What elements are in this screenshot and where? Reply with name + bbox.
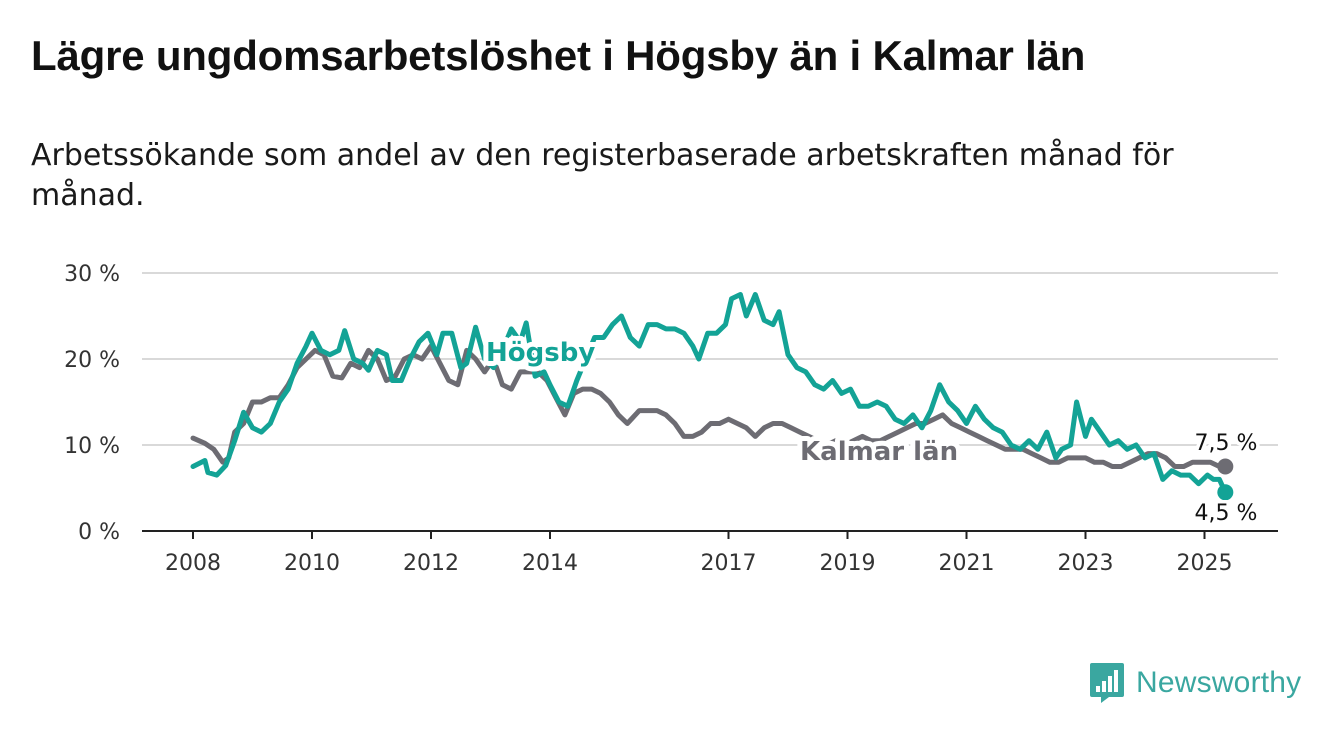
hogsby-end-label: 4,5 % [1195,501,1258,526]
x-tick-label: 2021 [939,551,995,576]
brand-logo: Newsworthy [1089,661,1301,705]
hogsby-series-label-halo: Högsby [486,338,595,368]
y-tick-label: 20 % [64,348,120,373]
x-tick-label: 2019 [820,551,876,576]
kalmar-lan-end-point [1217,458,1234,475]
kalmar-lan-series-label-halo: Kalmar län [800,437,958,467]
hogsby-end-point [1217,484,1234,501]
y-tick-label: 0 % [78,520,120,545]
newsworthy-logo-icon [1090,663,1124,703]
x-tick-label: 2023 [1058,551,1114,576]
x-tick-label: 2025 [1177,551,1233,576]
y-tick-label: 30 % [64,262,120,287]
x-tick-label: 2008 [165,551,221,576]
hogsby-line [190,292,1228,495]
brand-name: Newsworthy [1136,666,1302,699]
kalmar-lan-line [190,343,1228,469]
line-chart: 0 % 10 % 20 % 30 % 2008 2010 2012 2014 2017 2019 2… [64,262,1278,576]
x-tick-label: 2017 [701,551,757,576]
hogsby-series-label: Högsby [486,338,595,368]
kalmar-lan-series-label: Kalmar län [800,437,958,467]
x-tick-label: 2012 [403,551,459,576]
chart-title: Lägre ungdomsarbetslöshet i Högsby än i … [31,32,1086,79]
hogsby-end-label-halo: 4,5 % [1195,501,1258,526]
y-tick-label: 10 % [64,434,120,459]
x-tick-label: 2014 [522,551,578,576]
kalmar-lan-end-label-halo: 7,5 % [1195,431,1258,456]
chart-subtitle: Arbetssökande som andel av den registerb… [31,138,1174,213]
x-tick-label: 2010 [284,551,340,576]
kalmar-lan-end-label: 7,5 % [1195,431,1258,456]
